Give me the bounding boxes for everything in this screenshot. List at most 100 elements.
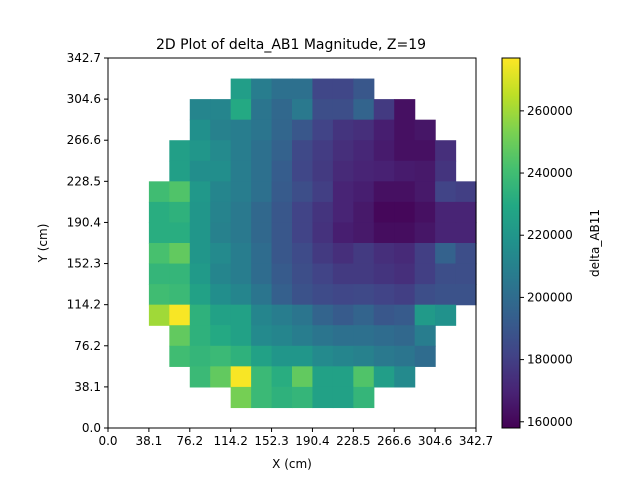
heatmap-cell bbox=[394, 140, 416, 162]
y-tick-label: 38.1 bbox=[74, 380, 101, 394]
y-tick-label: 190.4 bbox=[67, 215, 101, 229]
heatmap-cell bbox=[394, 160, 416, 182]
heatmap-cell bbox=[271, 222, 293, 244]
heatmap-cell bbox=[353, 345, 375, 367]
heatmap-cell bbox=[332, 181, 354, 203]
heatmap-cell bbox=[271, 119, 293, 141]
heatmap-cell bbox=[414, 263, 436, 285]
heatmap-cell bbox=[148, 243, 170, 265]
heatmap-cell bbox=[292, 366, 314, 388]
heatmap-cell bbox=[394, 119, 416, 141]
heatmap-cell bbox=[251, 119, 273, 141]
heatmap-cell bbox=[292, 284, 314, 306]
colorbar-tick-label: 220000 bbox=[527, 228, 573, 242]
heatmap-cell bbox=[169, 160, 191, 182]
heatmap-cell bbox=[332, 386, 354, 409]
heatmap-cell bbox=[148, 222, 170, 244]
heatmap-cell bbox=[189, 99, 211, 121]
heatmap-cell bbox=[435, 181, 457, 203]
heatmap-cell bbox=[251, 325, 273, 347]
heatmap-cell bbox=[332, 345, 354, 367]
heatmap-cell bbox=[292, 78, 314, 100]
heatmap-cell bbox=[230, 78, 252, 100]
heatmap-cell bbox=[230, 386, 252, 409]
heatmap-cell bbox=[210, 99, 232, 121]
heatmap-cell bbox=[292, 140, 314, 162]
heatmap-cell bbox=[414, 222, 436, 244]
heatmap-cell bbox=[353, 181, 375, 203]
heatmap-cell bbox=[210, 284, 232, 306]
heatmap-cell bbox=[189, 222, 211, 244]
x-tick-label: 304.6 bbox=[418, 434, 452, 448]
heatmap-cell bbox=[414, 160, 436, 182]
heatmap-cell bbox=[189, 140, 211, 162]
heatmap-cell bbox=[169, 325, 191, 347]
heatmap-cell bbox=[210, 366, 232, 388]
heatmap-cell bbox=[292, 222, 314, 244]
heatmap-cell bbox=[435, 222, 457, 244]
heatmap-cell bbox=[414, 345, 436, 367]
heatmap-cell bbox=[230, 99, 252, 121]
heatmap-cell bbox=[169, 284, 191, 306]
heatmap-cell bbox=[353, 304, 375, 326]
x-tick-label: 342.7 bbox=[459, 434, 493, 448]
heatmap-cell bbox=[332, 78, 354, 100]
heatmap-cell bbox=[271, 263, 293, 285]
heatmap-cell bbox=[251, 284, 273, 306]
heatmap-cell bbox=[230, 284, 252, 306]
heatmap-cell bbox=[230, 181, 252, 203]
heatmap-cell bbox=[292, 345, 314, 367]
heatmap-cell bbox=[251, 243, 273, 265]
heatmap-cell bbox=[271, 140, 293, 162]
heatmap-cell bbox=[169, 181, 191, 203]
heatmap-cell bbox=[455, 222, 477, 244]
heatmap-cell bbox=[312, 201, 334, 224]
heatmap-cell bbox=[230, 304, 252, 326]
colorbar-tick-label: 200000 bbox=[527, 290, 573, 304]
heatmap-cell bbox=[394, 284, 416, 306]
heatmap-cell bbox=[332, 366, 354, 388]
heatmap-cell bbox=[353, 160, 375, 182]
heatmap-cell bbox=[373, 222, 395, 244]
colorbar-tick-label: 180000 bbox=[527, 353, 573, 367]
heatmap-cell bbox=[312, 263, 334, 285]
heatmap-cell bbox=[210, 201, 232, 224]
heatmap-cell bbox=[353, 201, 375, 224]
heatmap-cell bbox=[292, 304, 314, 326]
heatmap-cell bbox=[251, 140, 273, 162]
heatmap-cell bbox=[230, 119, 252, 141]
heatmap-cell bbox=[189, 181, 211, 203]
heatmap-cell bbox=[251, 386, 273, 409]
heatmap-cell bbox=[251, 160, 273, 182]
heatmap-cell bbox=[210, 304, 232, 326]
heatmap-cell bbox=[312, 99, 334, 121]
heatmap-cell bbox=[271, 284, 293, 306]
heatmap-cell bbox=[312, 160, 334, 182]
colorbar-tick-label: 260000 bbox=[527, 104, 573, 118]
heatmap-cell bbox=[189, 345, 211, 367]
heatmap-cell bbox=[230, 201, 252, 224]
x-axis-label: X (cm) bbox=[272, 457, 312, 471]
y-axis-label: Y (cm) bbox=[36, 224, 50, 264]
heatmap-cell bbox=[394, 304, 416, 326]
y-tick-label: 0.0 bbox=[82, 421, 101, 435]
heatmap-cell bbox=[435, 243, 457, 265]
heatmap-cell bbox=[394, 345, 416, 367]
heatmap-cell bbox=[353, 78, 375, 100]
chart-title: 2D Plot of delta_AB1 Magnitude, Z=19 bbox=[156, 37, 426, 53]
heatmap-cell bbox=[189, 160, 211, 182]
heatmap-cell bbox=[312, 386, 334, 409]
heatmap-cell bbox=[332, 284, 354, 306]
heatmap-cell bbox=[373, 284, 395, 306]
heatmap-cell bbox=[230, 263, 252, 285]
heatmap-cell bbox=[230, 366, 252, 388]
heatmap-cell bbox=[312, 304, 334, 326]
x-tick-label: 228.5 bbox=[336, 434, 370, 448]
heatmap-cell bbox=[292, 386, 314, 409]
heatmap-cell bbox=[332, 325, 354, 347]
heatmap-cell bbox=[414, 201, 436, 224]
heatmap-cell bbox=[353, 325, 375, 347]
heatmap-cell bbox=[230, 160, 252, 182]
heatmap-cell bbox=[210, 181, 232, 203]
heatmap-cell bbox=[414, 119, 436, 141]
